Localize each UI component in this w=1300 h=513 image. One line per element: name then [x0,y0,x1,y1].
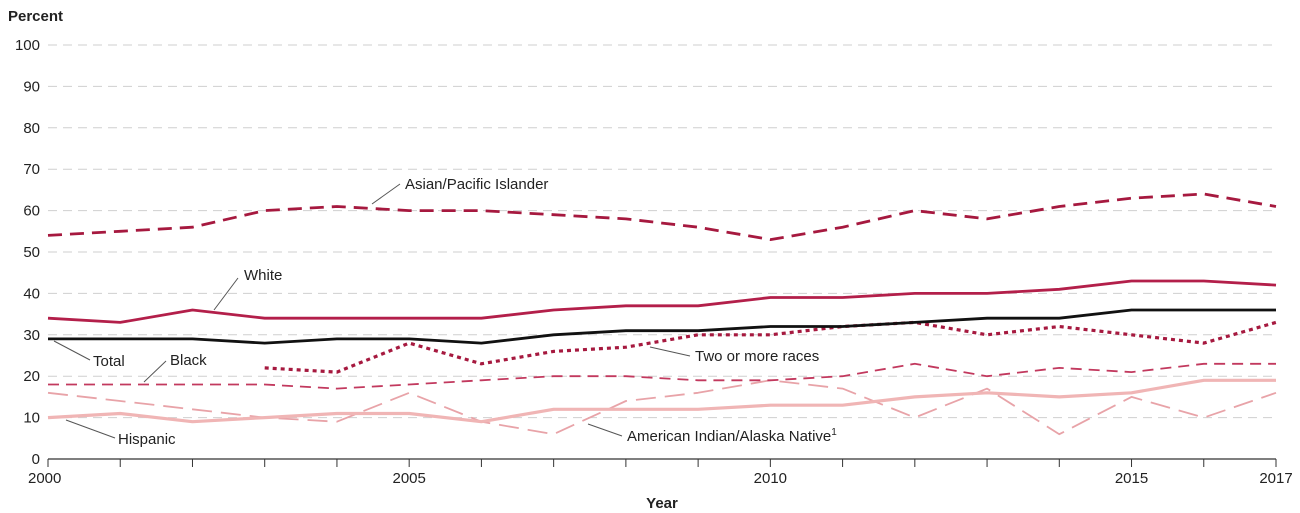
x-tick-label: 2005 [392,470,425,487]
series-label-american-indian-alaska-native: American Indian/Alaska Native1 [627,427,837,445]
y-tick-label: 100 [15,37,40,54]
y-tick-label: 70 [23,161,40,178]
leader-white [213,277,239,311]
series-label-black: Black [170,352,207,369]
x-axis-tick-marks [47,459,1277,467]
y-tick-label: 10 [23,410,40,427]
series-line-asian-pacific-islander [47,192,1277,242]
series-line-total [48,308,1276,345]
grid-lines [48,44,1276,460]
series-line-black [48,362,1276,390]
x-tick-label: 2015 [1115,470,1148,487]
series-label-white: White [244,267,282,284]
y-tick-label: 0 [32,451,40,468]
series-label-asian-pacific-islander: Asian/Pacific Islander [405,176,548,193]
y-axis-tick-labels: 0 10 20 30 40 50 60 70 80 90 100 [15,37,40,468]
series-line-two-or-more-races [264,320,1277,374]
y-tick-label: 20 [23,368,40,385]
series-label-hispanic: Hispanic [118,431,176,448]
series-label-two-or-more-races: Two or more races [695,348,819,365]
leader-asian-pacific-islander [371,183,401,205]
y-tick-label: 30 [23,327,40,344]
y-axis-title: Percent [8,8,63,25]
leader-black [143,360,167,383]
leader-two-or-more-races [649,346,691,357]
y-tick-label: 40 [23,285,40,302]
series-layer [47,192,1277,436]
y-tick-label: 60 [23,203,40,220]
y-tick-label: 50 [23,244,40,261]
footnote-marker: 1 [831,427,837,438]
series-label-total: Total [93,353,125,370]
leader-american-indian-alaska-native [587,423,623,437]
series-line-american-indian-alaska-native [47,379,1277,436]
x-tick-label: 2000 [28,470,61,487]
y-tick-label: 80 [23,120,40,137]
x-tick-label: 2010 [754,470,787,487]
y-tick-label: 90 [23,78,40,95]
label-leader-lines [53,183,691,439]
leader-total [53,340,91,361]
x-axis-title: Year [646,495,678,512]
series-label-american-indian-text: American Indian/Alaska Native [627,428,831,445]
series-line-hispanic [47,378,1276,424]
x-axis-tick-labels: 2000 2005 2010 2015 2017 [28,470,1293,487]
series-line-white [47,279,1277,324]
x-tick-label: 2017 [1259,470,1292,487]
leader-hispanic [65,419,116,439]
